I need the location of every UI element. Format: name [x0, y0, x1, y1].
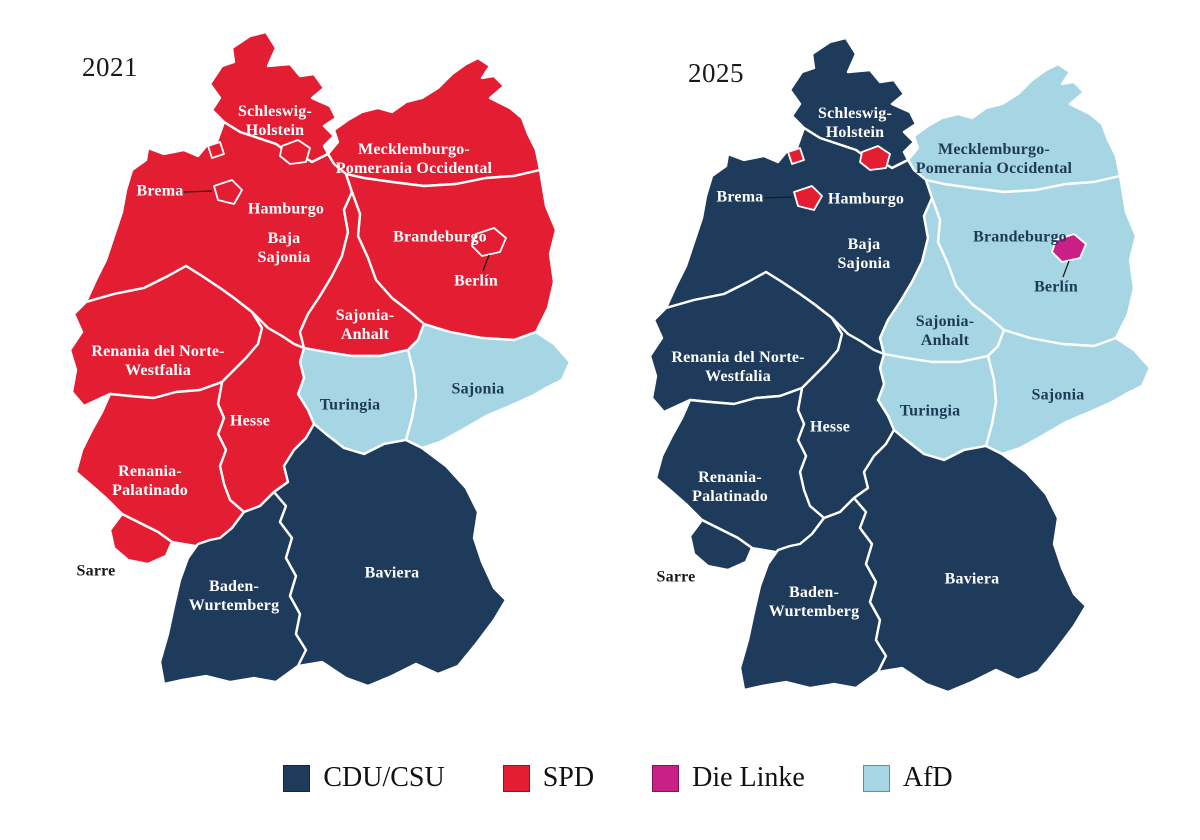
germany-map-2025: 2025 Schleswig- Holstein Mecklemburgo- P…: [642, 20, 1162, 720]
berlin-pointer-line: [1062, 260, 1070, 278]
region-sajonia: [404, 322, 572, 450]
legend-item-die-linke: Die Linke: [652, 762, 805, 794]
brema-pointer-line: [763, 196, 793, 199]
region-baviera: [272, 422, 508, 688]
region-renania-palatinado: [74, 380, 246, 548]
region-brema-bremerhaven: [207, 141, 225, 159]
region-baviera: [852, 428, 1088, 694]
region-berlin: [1051, 233, 1087, 263]
region-mecklemburgo: [326, 56, 542, 188]
germany-map-2021-svg: [68, 30, 572, 688]
germany-map-2025-svg: [648, 36, 1152, 694]
legend-label-afd: AfD: [902, 762, 953, 793]
region-sarre: [108, 512, 174, 566]
legend-label-spd: SPD: [542, 762, 595, 793]
legend-item-spd: SPD: [502, 762, 595, 794]
legend-item-afd: AfD: [862, 762, 953, 794]
berlin-pointer-line: [482, 254, 490, 272]
region-brema-bremerhaven: [787, 147, 805, 165]
region-berlin: [471, 227, 507, 257]
legend-label-die-linke: Die Linke: [692, 762, 805, 793]
region-hamburgo: [279, 139, 311, 165]
year-label-2021: 2021: [82, 52, 138, 82]
region-hamburgo: [859, 145, 891, 171]
spd-color-swatch: [502, 764, 530, 792]
region-brema: [793, 185, 823, 211]
region-sarre: [688, 518, 754, 572]
cdu-csu-color-swatch: [283, 764, 311, 792]
region-mecklemburgo: [906, 62, 1122, 194]
afd-color-swatch: [862, 764, 890, 792]
legend-item-cdu-csu: CDU/CSU: [283, 762, 445, 794]
region-sajonia: [984, 328, 1152, 456]
year-label-2025: 2025: [688, 58, 744, 88]
region-brema: [213, 179, 243, 205]
die-linke-color-swatch: [652, 764, 680, 792]
legend: CDU/CSU SPD Die Linke AfD: [18, 762, 1200, 794]
legend-label-cdu-csu: CDU/CSU: [323, 762, 445, 793]
brema-pointer-line: [183, 190, 213, 193]
region-renania-palatinado: [654, 386, 826, 554]
germany-map-2021: 2021 Schleswig- Holstein Mecklemburgo- P…: [62, 14, 582, 714]
